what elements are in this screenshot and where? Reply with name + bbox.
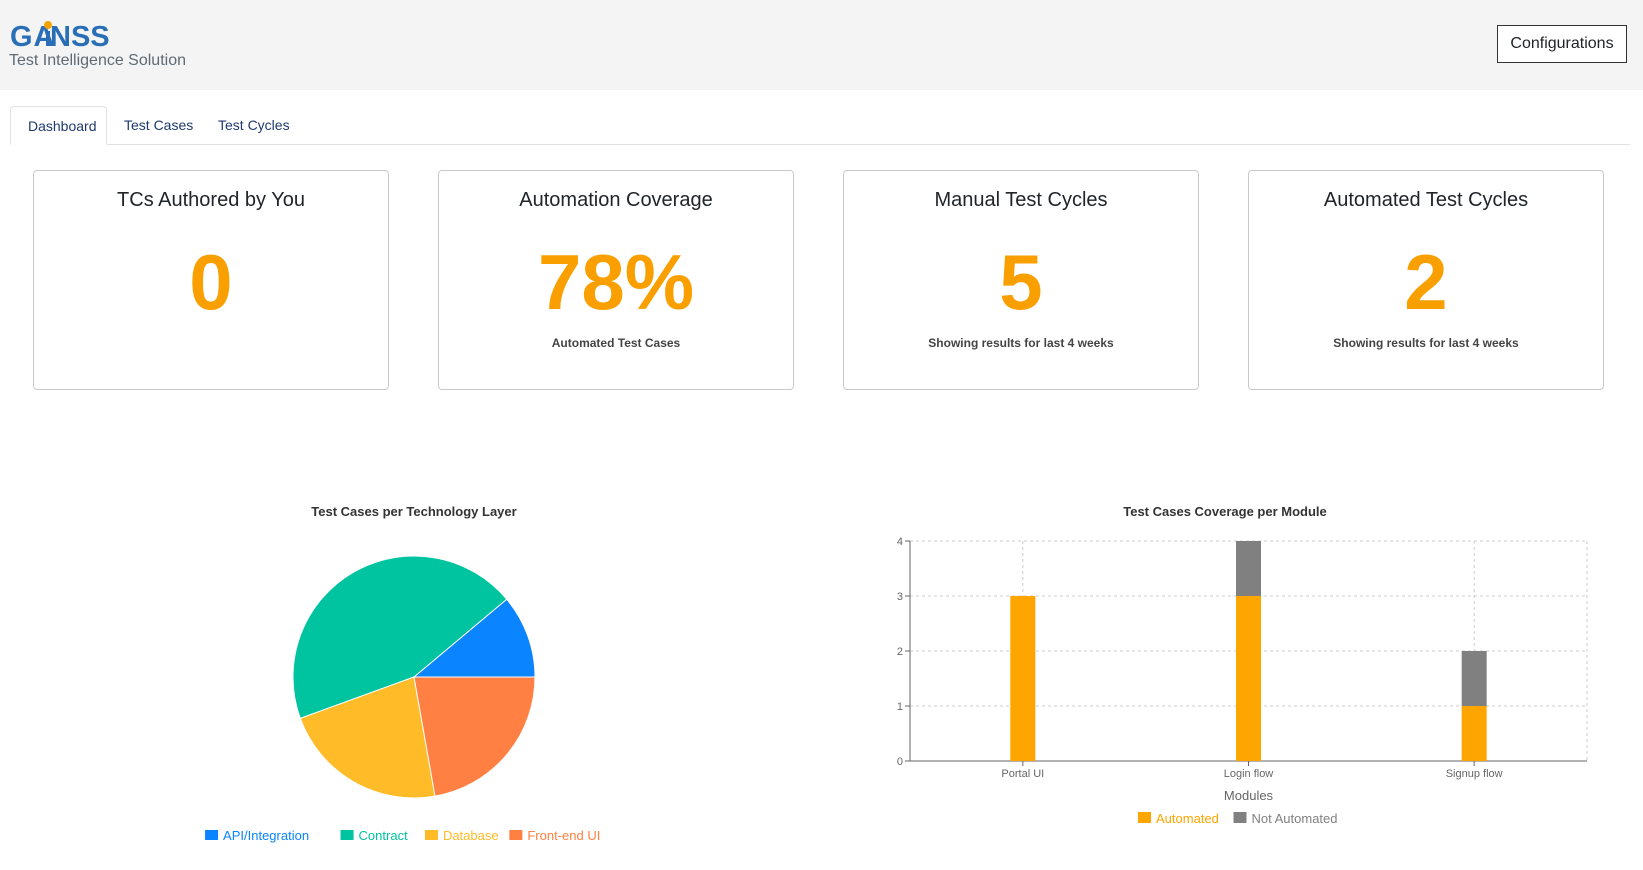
card-note: Automated Test Cases <box>551 336 681 350</box>
svg-text:NSS: NSS <box>50 21 110 50</box>
y-tick-label: 0 <box>897 756 903 768</box>
main-tabs: Dashboard Test Cases Test Cycles <box>10 106 1630 145</box>
bar-chart-title: Test Cases Coverage per Module <box>1123 504 1327 519</box>
configurations-button[interactable]: Configurations <box>1497 25 1627 63</box>
y-tick-label: 4 <box>897 536 903 548</box>
bar-legend-item[interactable]: Automated <box>1138 811 1219 826</box>
card-value: 0 <box>189 238 233 326</box>
pie-legend-item[interactable]: API/Integration <box>205 828 309 843</box>
card-automation-coverage: Automation Coverage 78% Automated Test C… <box>438 170 794 390</box>
pie-slice-database[interactable] <box>299 676 436 799</box>
card-title: Automation Coverage <box>519 189 713 211</box>
pie-legend-label: Front-end UI <box>527 828 600 843</box>
module-coverage-bar-chart: 0 1 2 3 4 Portal UI Login flow Signup flow Modul… <box>897 536 1588 826</box>
bar-legend-label: Automated <box>1156 811 1219 826</box>
card-tcs-authored: TCs Authored by You 0 <box>33 170 389 390</box>
card-note: Showing results for last 4 weeks <box>1333 336 1519 350</box>
pie-legend-label: API/Integration <box>223 828 309 843</box>
bar-legend-item[interactable]: Not Automated <box>1233 811 1338 826</box>
bar-legend-label: Not Automated <box>1252 811 1338 826</box>
x-tick-label: Signup flow <box>1446 768 1503 780</box>
bar-automated[interactable] <box>1010 596 1036 761</box>
pie-slice-api-integration[interactable] <box>412 598 536 678</box>
pie-legend-label: Database <box>443 828 499 843</box>
card-title: Automated Test Cycles <box>1323 189 1529 211</box>
bar-not-automated[interactable] <box>1461 651 1487 706</box>
card-note: Showing results for last 4 weeks <box>928 336 1114 350</box>
bar-automated[interactable] <box>1461 706 1487 761</box>
technology-layer-pie-chart: API/Integration Contract Database Front-end… <box>205 555 600 843</box>
app-header: GA NSS Test Intelligence Solution Config… <box>0 0 1643 90</box>
app-subtitle: Test Intelligence Solution <box>9 52 186 69</box>
pie-legend-item[interactable]: Database <box>424 828 499 843</box>
tab-test-cycles[interactable]: Test Cycles <box>218 117 290 133</box>
card-value: 2 <box>1404 238 1448 326</box>
y-tick-label: 2 <box>897 646 903 658</box>
x-axis-label: Modules <box>1224 788 1274 803</box>
gainss-logo: GA NSS <box>10 20 110 50</box>
card-title: Manual Test Cycles <box>934 189 1108 211</box>
y-tick-label: 3 <box>897 591 903 603</box>
pie-slice-front-end-ui[interactable] <box>413 676 536 797</box>
tab-dashboard[interactable]: Dashboard <box>10 106 107 145</box>
tab-test-cases[interactable]: Test Cases <box>124 117 194 133</box>
card-manual-test-cycles: Manual Test Cycles 5 Showing results for… <box>843 170 1199 390</box>
x-tick-label: Portal UI <box>1001 768 1044 780</box>
card-title: TCs Authored by You <box>117 189 305 211</box>
card-value: 5 <box>999 238 1043 326</box>
pie-slice-contract[interactable] <box>292 555 508 720</box>
pie-chart-title: Test Cases per Technology Layer <box>311 504 517 519</box>
card-value: 78% <box>537 238 695 326</box>
x-tick-label: Login flow <box>1224 768 1274 780</box>
y-tick-label: 1 <box>897 701 903 713</box>
card-automated-test-cycles: Automated Test Cycles 2 Showing results … <box>1248 170 1604 390</box>
bar-automated[interactable] <box>1236 596 1261 761</box>
pie-legend-item[interactable]: Front-end UI <box>509 828 600 843</box>
bar-not-automated[interactable] <box>1236 541 1261 596</box>
pie-legend-item[interactable]: Contract <box>340 828 409 843</box>
pie-legend-label: Contract <box>359 828 409 843</box>
